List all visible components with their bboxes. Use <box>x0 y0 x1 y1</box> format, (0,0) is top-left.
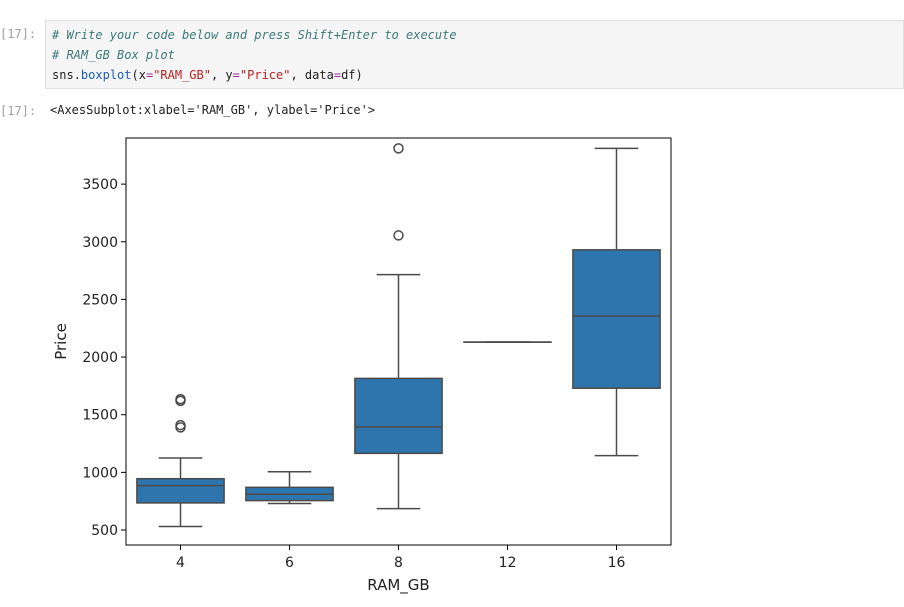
output-repr-text: <AxesSubplot:xlabel='RAM_GB', ylabel='Pr… <box>50 103 376 117</box>
code-token: = <box>232 68 240 82</box>
x-tick-label: 4 <box>176 555 185 571</box>
x-axis-label: RAM_GB <box>367 576 429 595</box>
code-token: , data <box>290 68 334 82</box>
box-iqr <box>136 477 225 504</box>
y-tick-label: 500 <box>91 523 118 539</box>
y-tick-label: 2000 <box>82 350 118 366</box>
code-cell[interactable]: # Write your code below and press Shift+… <box>45 20 904 89</box>
code-token: sns <box>52 68 74 82</box>
code-token: . <box>73 68 81 82</box>
code-token: boxplot <box>80 68 132 82</box>
outlier-point <box>393 230 404 241</box>
code-comment-line: # Write your code below and press Shift+… <box>52 28 457 42</box>
code-statement-line: sns.boxplot(x="RAM_GB", y="Price", data=… <box>52 67 363 83</box>
y-tick-label: 3000 <box>82 235 118 251</box>
code-token: (x <box>131 68 146 82</box>
code-comment-line: # RAM_GB Box plot <box>52 48 175 62</box>
y-axis-label: Price <box>52 323 70 360</box>
input-prompt: [17]: <box>0 27 37 41</box>
x-tick-label: 6 <box>285 555 294 571</box>
code-token: "RAM_GB" <box>153 68 211 82</box>
y-tick-label: 2500 <box>82 292 118 308</box>
output-prompt: [17]: <box>0 104 37 118</box>
box-iqr <box>354 377 443 455</box>
x-tick-label: 8 <box>394 555 403 571</box>
x-tick-label: 12 <box>499 555 517 571</box>
code-token: = <box>145 68 154 82</box>
outlier-point <box>175 393 186 405</box>
box-iqr <box>572 249 661 389</box>
y-tick-label: 3500 <box>82 177 118 193</box>
x-tick-label: 16 <box>608 555 626 571</box>
code-token: df) <box>341 68 363 82</box>
outlier-point <box>393 143 404 154</box>
y-tick-label: 1000 <box>82 465 118 481</box>
y-tick-label: 1500 <box>82 408 118 424</box>
plot-area: 500 1000 1500 2000 2500 3000 3500 4 6 8 12 16 <box>82 137 672 571</box>
code-token: = <box>333 68 342 82</box>
outlier-point <box>175 419 186 431</box>
code-token: , y <box>210 68 233 82</box>
code-token: "Price" <box>239 68 291 82</box>
